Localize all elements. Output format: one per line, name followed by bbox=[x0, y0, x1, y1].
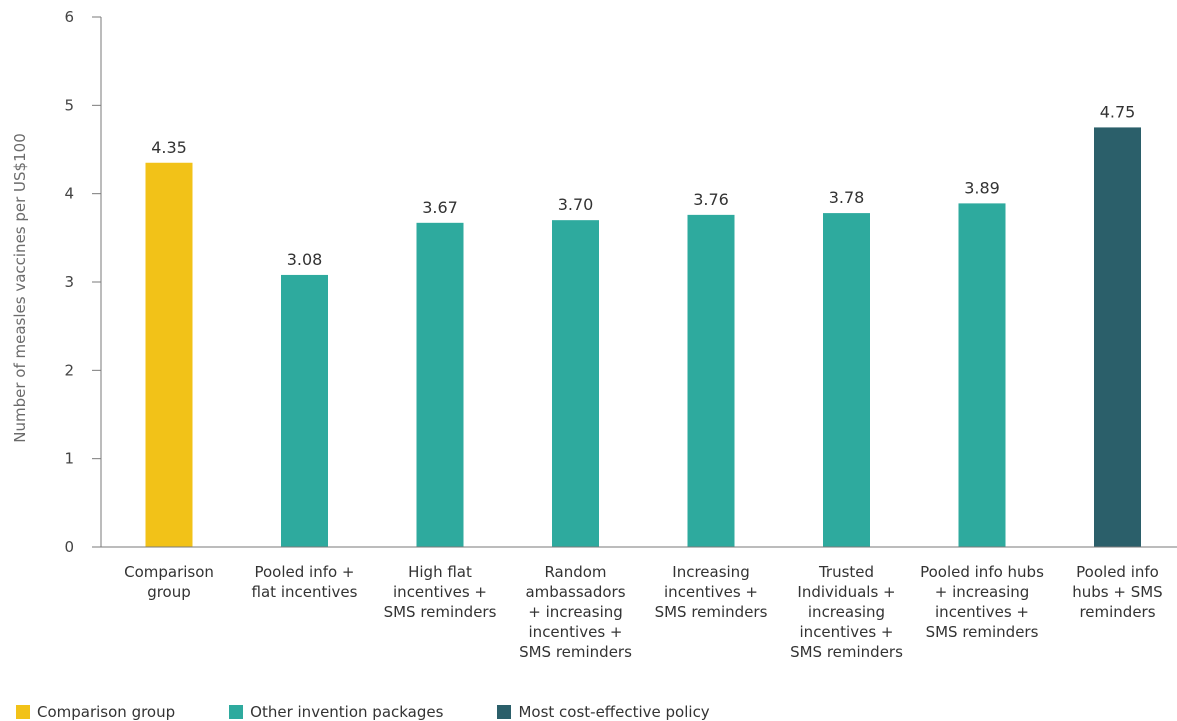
bar bbox=[687, 214, 735, 547]
bar bbox=[823, 213, 870, 547]
legend-item: Comparison group bbox=[16, 703, 175, 721]
bar bbox=[958, 203, 1006, 547]
y-tick-label: 1 bbox=[64, 450, 74, 468]
data-label: 3.78 bbox=[829, 188, 865, 207]
x-tick-label: Pooled info + flat incentives bbox=[252, 563, 358, 601]
x-tick-label: High flat incentives + SMS reminders bbox=[384, 563, 497, 621]
bars bbox=[145, 127, 1141, 548]
legend: Comparison group Other invention packages… bbox=[16, 703, 764, 721]
data-label: 4.35 bbox=[151, 138, 187, 157]
y-tick-label: 6 bbox=[64, 8, 74, 26]
x-tick-label: Random ambassadors + increasing incentives … bbox=[519, 563, 632, 661]
y-tick-label: 4 bbox=[64, 185, 74, 203]
bar bbox=[1094, 127, 1141, 548]
y-tick-label: 3 bbox=[64, 273, 74, 291]
data-labels: 4.35 3.08 3.67 3.70 3.76 3.78 3.89 4.75 bbox=[151, 102, 1135, 269]
data-label: 3.08 bbox=[287, 250, 323, 269]
bar bbox=[281, 274, 328, 547]
bar bbox=[416, 222, 464, 548]
y-tick-label: 5 bbox=[64, 96, 74, 114]
data-label: 3.67 bbox=[422, 198, 458, 217]
legend-label: Other invention packages bbox=[250, 703, 444, 721]
x-tick-label: Comparison group bbox=[124, 563, 214, 601]
y-tick-label: 0 bbox=[64, 538, 74, 556]
legend-item: Most cost-effective policy bbox=[497, 703, 710, 721]
x-tick-label: Pooled info hubs + increasing incentives +… bbox=[920, 563, 1044, 641]
data-label: 3.76 bbox=[693, 190, 729, 209]
bar bbox=[552, 220, 599, 547]
legend-swatch bbox=[16, 705, 30, 719]
legend-item: Other invention packages bbox=[229, 703, 443, 721]
data-label: 3.89 bbox=[964, 178, 1000, 197]
bar bbox=[145, 162, 193, 547]
x-tick-label: Trusted Individuals + increasing incentives… bbox=[790, 563, 903, 661]
legend-swatch bbox=[497, 705, 512, 719]
x-tick-label: Increasing incentives + SMS reminders bbox=[655, 563, 768, 621]
legend-label: Comparison group bbox=[37, 703, 176, 721]
data-label: 3.70 bbox=[558, 195, 594, 214]
legend-label: Most cost-effective policy bbox=[518, 703, 710, 721]
bar-chart: 0 1 2 3 4 5 6 4.35 3.08 3.67 3.70 3.76 3.78 3.89 4.75… bbox=[11, 8, 1177, 661]
x-tick-label: Pooled info hubs + SMS reminders bbox=[1072, 563, 1162, 621]
y-tick-label: 2 bbox=[64, 361, 74, 379]
x-axis: Comparison group Pooled info + flat incenti… bbox=[101, 546, 1177, 661]
data-label: 4.75 bbox=[1100, 102, 1136, 121]
y-axis-label: Number of measles vaccines per US$100 bbox=[11, 133, 29, 443]
y-axis: 0 1 2 3 4 5 6 bbox=[64, 8, 102, 556]
legend-swatch bbox=[229, 705, 244, 719]
